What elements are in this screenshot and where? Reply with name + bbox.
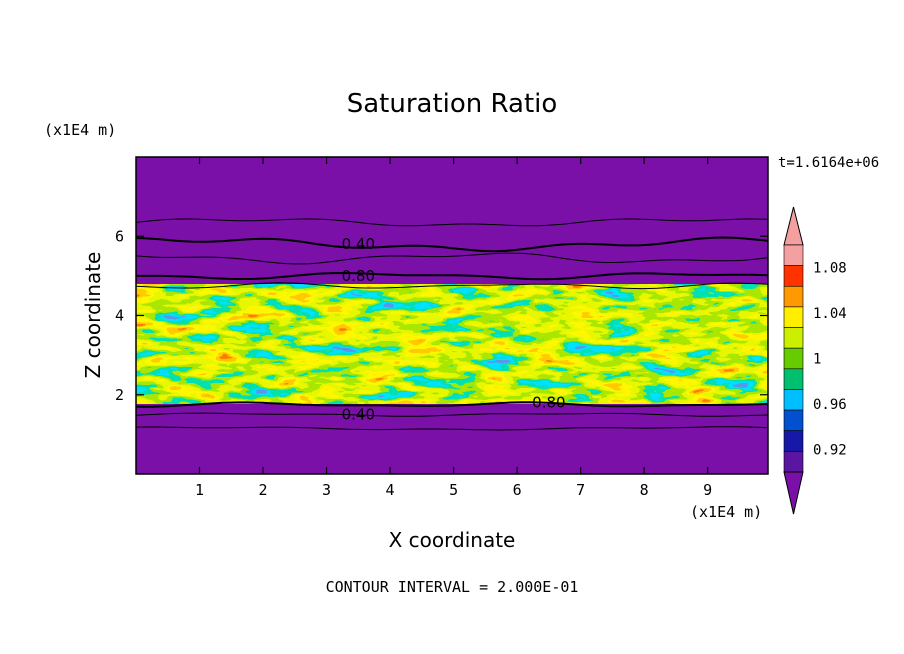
x-tick-label: 2 bbox=[259, 481, 268, 499]
x-tick-label: 9 bbox=[703, 481, 712, 499]
cloud-layer-field bbox=[136, 284, 768, 404]
contour-label: 0.40 bbox=[342, 235, 375, 253]
contour-label: 0.80 bbox=[342, 267, 375, 285]
colorbar-segment bbox=[783, 306, 804, 328]
x-tick-label: 4 bbox=[386, 481, 395, 499]
plot-area: 0.40 0.80 0.80 0.40 1 2 3 4 5 6 7 8 9 2 4 6 bbox=[115, 156, 769, 499]
colorbar-tick-label: 1.08 bbox=[813, 261, 847, 277]
contour-line bbox=[136, 271, 768, 281]
contour-line bbox=[136, 412, 768, 417]
colorbar-segment bbox=[783, 265, 804, 287]
x-tick-label: 8 bbox=[640, 481, 649, 499]
y-axis-label: Z coordinate bbox=[81, 252, 105, 379]
contour-line bbox=[136, 426, 768, 431]
x-tick-label: 3 bbox=[322, 481, 331, 499]
x-tick-label: 5 bbox=[449, 481, 458, 499]
colorbar-tick-label: 1.04 bbox=[813, 306, 847, 322]
contour-line bbox=[136, 401, 768, 408]
x-tick-label: 6 bbox=[513, 481, 522, 499]
x-axis-unit: (x1E4 m) bbox=[690, 503, 762, 521]
colorbar-segment bbox=[783, 389, 804, 411]
colorbar-under-triangle bbox=[783, 471, 804, 515]
contour-label: 0.40 bbox=[342, 406, 375, 424]
colorbar-segment bbox=[783, 285, 804, 308]
contour-line bbox=[136, 218, 768, 227]
colorbar: 0.92 0.96 1 1.04 1.08 bbox=[783, 206, 847, 515]
colorbar-segment bbox=[783, 327, 804, 349]
y-tick-label: 2 bbox=[115, 386, 124, 404]
x-axis-label: X coordinate bbox=[389, 528, 516, 552]
y-tick-label: 6 bbox=[115, 227, 124, 245]
contour-label-group: 0.40 0.80 0.80 0.40 bbox=[342, 235, 566, 423]
colorbar-tick-label: 1 bbox=[813, 352, 821, 368]
contour-line bbox=[136, 252, 768, 265]
colorbar-segment bbox=[783, 409, 804, 432]
contour-interval-note: CONTOUR INTERVAL = 2.000E-01 bbox=[326, 578, 579, 596]
y-axis-unit: (x1E4 m) bbox=[44, 121, 116, 139]
x-tick-label: 1 bbox=[195, 481, 204, 499]
colorbar-tick-label: 0.92 bbox=[813, 442, 847, 458]
contour-lines bbox=[136, 218, 768, 431]
x-axis-ticks: 1 2 3 4 5 6 7 8 9 bbox=[195, 157, 712, 499]
chart-title: Saturation Ratio bbox=[347, 89, 558, 119]
colorbar-segment bbox=[783, 244, 804, 266]
colorbar-segment bbox=[783, 368, 804, 390]
time-label: t=1.6164e+06 bbox=[778, 155, 879, 171]
colorbar-segment bbox=[783, 347, 804, 370]
y-tick-label: 4 bbox=[115, 307, 124, 325]
colorbar-over-triangle bbox=[783, 206, 804, 246]
contour-label: 0.80 bbox=[532, 394, 565, 412]
colorbar-segment bbox=[783, 430, 804, 452]
x-tick-label: 7 bbox=[576, 481, 585, 499]
colorbar-segment bbox=[783, 451, 804, 473]
colorbar-tick-label: 0.96 bbox=[813, 397, 847, 413]
contour-line bbox=[136, 236, 768, 253]
y-axis-ticks: 2 4 6 bbox=[115, 227, 768, 404]
contour-line bbox=[136, 282, 768, 290]
